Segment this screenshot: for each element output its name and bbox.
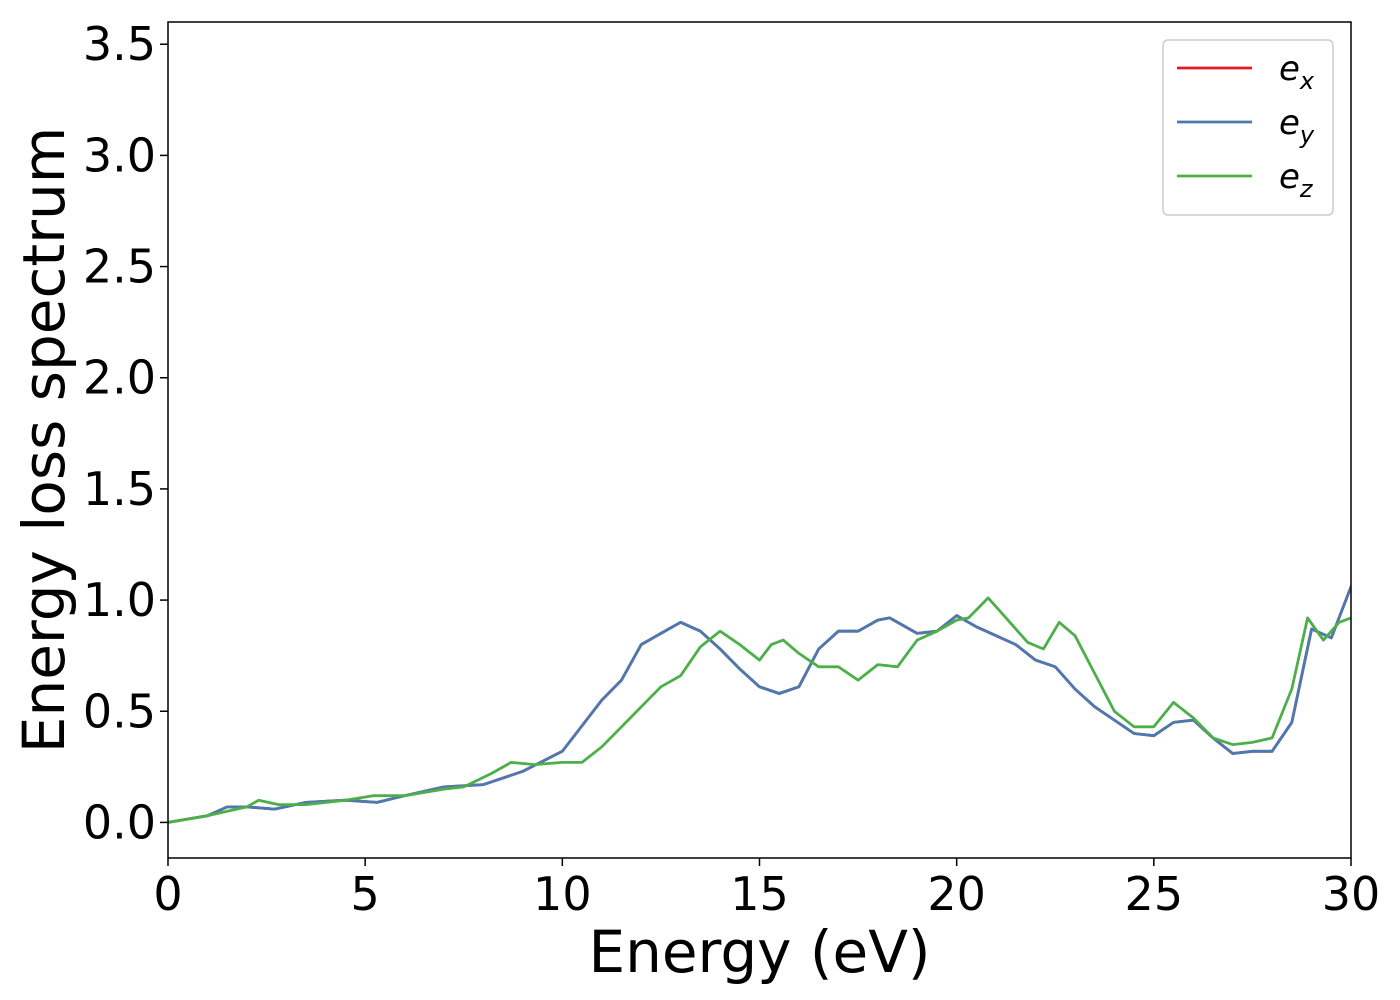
x-axis-title: Energy (eV) — [588, 918, 930, 986]
x-tick-label: 30 — [1322, 867, 1381, 921]
x-axis: 0 5 10 15 20 25 30 — [153, 858, 1380, 921]
y-tick-label: 1.0 — [83, 573, 156, 627]
y-tick-label: 3.5 — [83, 17, 156, 71]
legend-box — [1162, 39, 1334, 216]
series-line-e-z — [168, 596, 1351, 824]
y-tick-label: 3.0 — [83, 128, 156, 182]
x-tick-label: 25 — [1125, 867, 1184, 921]
y-tick-label: 1.5 — [83, 462, 156, 516]
x-tick-label: 5 — [351, 867, 380, 921]
plot-frame — [167, 21, 1352, 859]
y-tick-label: 2.0 — [83, 351, 156, 405]
legend-label: ez — [1279, 157, 1314, 203]
y-tick-label: 0.5 — [83, 684, 156, 738]
y-tick-label: 0.0 — [83, 795, 156, 849]
legend-label: ex — [1279, 49, 1315, 95]
legend: ex ey ez — [1162, 39, 1334, 216]
legend-label: ey — [1279, 103, 1315, 149]
y-tick-label: 2.5 — [83, 240, 156, 294]
y-axis-title: Energy loss spectrum — [10, 127, 78, 753]
x-tick-label: 15 — [730, 867, 789, 921]
x-tick-label: 10 — [533, 867, 592, 921]
x-tick-label: 20 — [927, 867, 986, 921]
x-tick-label: 0 — [153, 867, 182, 921]
y-axis: 0.0 0.5 1.0 1.5 2.0 2.5 3.0 3.5 — [83, 17, 168, 849]
plot-area — [168, 585, 1351, 824]
